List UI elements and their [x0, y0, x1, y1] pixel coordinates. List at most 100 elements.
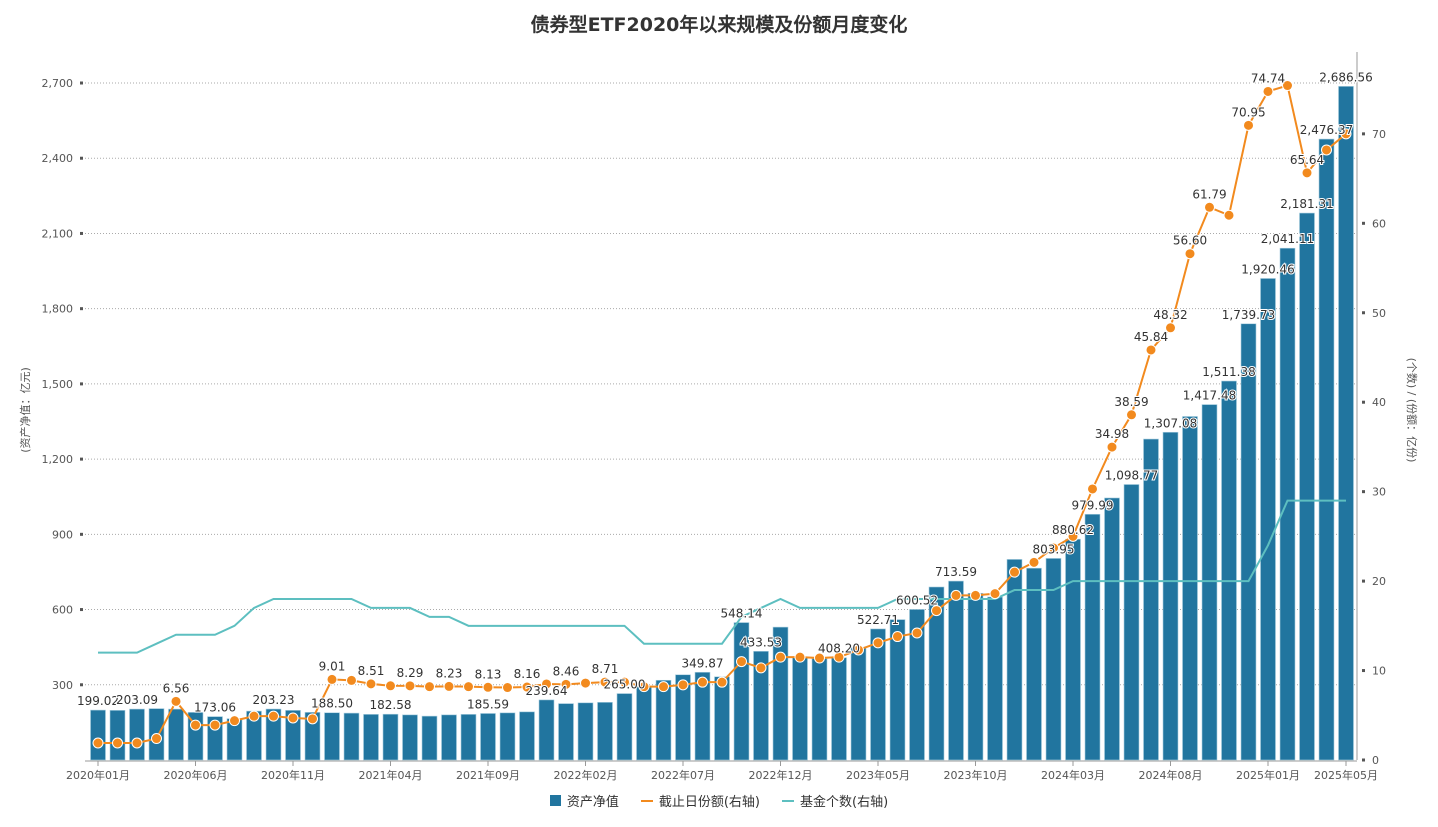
shares-point: [131, 737, 143, 749]
bar: [402, 714, 418, 761]
shares-point: [170, 695, 182, 707]
shares-point: [794, 651, 806, 663]
x-tick-label: 2025年01月: [1236, 768, 1300, 782]
x-tick-label: 2024年03月: [1041, 768, 1105, 782]
bar-data-label: 185.59: [467, 697, 509, 711]
y-right-tick-label: 20: [1372, 575, 1386, 588]
shares-data-label: 8.51: [358, 664, 385, 678]
bar-data-label: 239.64: [526, 684, 568, 698]
bar-data-label: 265.00: [604, 678, 646, 692]
shares-point: [1028, 556, 1040, 568]
shares-point: [1204, 201, 1215, 213]
bar: [1240, 323, 1257, 761]
bar: [1084, 513, 1101, 761]
shares-point: [716, 676, 728, 688]
bar: [1279, 247, 1296, 761]
shares-data-label: 48.32: [1153, 308, 1187, 322]
bar: [265, 708, 282, 761]
bar: [441, 714, 457, 761]
y-left-tick-label: 300: [52, 679, 73, 692]
bar: [1026, 567, 1042, 761]
y-left-tick-label: 2,400: [42, 152, 74, 165]
bar: [1318, 138, 1335, 761]
bar-data-label: 713.59: [935, 565, 977, 579]
tick-mark: [80, 382, 83, 386]
shares-point: [1262, 85, 1274, 97]
tick-mark: [1362, 758, 1365, 762]
shares-point: [1145, 344, 1157, 356]
bar-data-label: 522.71: [857, 613, 899, 627]
shares-point: [755, 662, 767, 674]
legend-item-net-assets[interactable]: 资产净值: [549, 791, 619, 810]
shares-point: [1106, 441, 1118, 453]
shares-point: [1067, 530, 1079, 542]
tick-mark: [80, 307, 83, 311]
shares-point: [677, 679, 689, 691]
bar: [694, 671, 711, 761]
shares-point: [697, 676, 708, 688]
bar: [285, 710, 301, 761]
y-right-tick-label: 10: [1372, 665, 1386, 678]
shares-point: [268, 710, 279, 722]
shares-data-label: 56.60: [1173, 234, 1207, 248]
bar: [577, 702, 594, 761]
shares-data-label: 38.59: [1114, 395, 1148, 409]
y-right-tick-label: 60: [1372, 217, 1386, 230]
shares-point: [424, 681, 435, 693]
x-tick-label: 2023年10月: [944, 768, 1008, 782]
tick-mark: [1362, 400, 1365, 404]
y-left-tick-label: 900: [52, 528, 73, 541]
y-left-tick-label: 1,500: [42, 378, 74, 391]
bar: [558, 703, 574, 761]
bar: [870, 628, 886, 761]
shares-point: [502, 682, 513, 694]
bar: [129, 708, 145, 761]
x-tick-label: 2021年09月: [456, 768, 520, 782]
tick-mark: [80, 81, 83, 85]
bar-data-label: 1,739.73: [1222, 308, 1275, 322]
bar: [811, 658, 828, 761]
bar: [363, 714, 379, 761]
shares-point: [443, 680, 455, 692]
legend-swatch-line: [640, 799, 653, 802]
bar-data-label: 803.95: [1033, 542, 1075, 556]
tick-mark: [1362, 132, 1365, 136]
y-right-tick-label: 0: [1372, 754, 1379, 767]
shares-point: [1087, 483, 1098, 495]
legend-item-fund-count[interactable]: 基金个数(右轴): [782, 791, 888, 810]
bar: [1221, 380, 1237, 761]
y-right-tick-label: 40: [1372, 396, 1386, 409]
shares-data-label: 34.98: [1095, 427, 1129, 441]
shares-point: [619, 676, 630, 688]
shares-point: [229, 715, 240, 727]
shares-point: [950, 589, 962, 601]
bar-data-label: 199.02: [77, 694, 119, 708]
bar: [304, 712, 321, 761]
bar: [733, 622, 750, 761]
tick-mark: [80, 156, 83, 160]
bar: [616, 693, 633, 761]
shares-point: [287, 712, 299, 724]
shares-point: [560, 678, 572, 690]
bar: [753, 650, 769, 761]
bar: [1162, 431, 1179, 761]
bar: [1143, 438, 1159, 761]
chart-title: 债券型ETF2020年以来规模及份额月度变化: [530, 14, 908, 36]
bar-data-label: 182.58: [370, 698, 412, 712]
bar-data-label: 408.20: [818, 642, 860, 656]
legend-item-shares[interactable]: 截止日份额(右轴): [640, 791, 760, 810]
bar: [1045, 558, 1062, 761]
shares-point: [892, 631, 903, 643]
tick-mark: [1362, 579, 1365, 583]
bar: [636, 685, 652, 761]
bar: [1123, 484, 1140, 761]
shares-point: [638, 681, 650, 693]
bar: [792, 656, 808, 761]
bar-data-label: 1,920.46: [1241, 262, 1294, 276]
shares-point: [1282, 80, 1293, 92]
bar: [1104, 497, 1120, 761]
shares-point: [580, 677, 591, 689]
shares-point: [1321, 144, 1332, 156]
x-tick-label: 2025年05月: [1314, 768, 1378, 782]
